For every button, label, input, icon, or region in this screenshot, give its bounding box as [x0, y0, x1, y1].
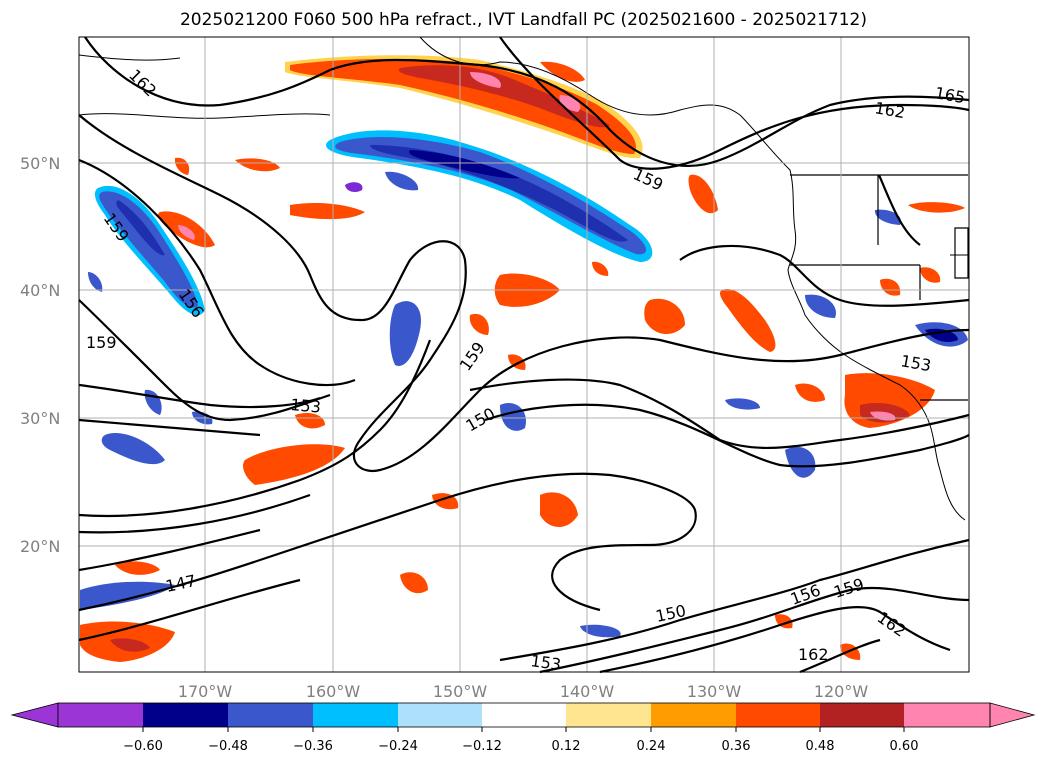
- colorbar-tick-label: 0.36: [722, 739, 751, 754]
- lat-label: 40°N: [20, 281, 60, 300]
- colorbar-segment: [228, 703, 313, 727]
- lat-label: 20°N: [20, 537, 60, 556]
- latitude-labels: 50°N 40°N 30°N 20°N: [20, 154, 60, 556]
- contour-label: 162: [798, 645, 829, 664]
- map-panel: 162 162 165 159 159 156 159 159 153 150 …: [78, 36, 970, 674]
- contour-label: 153: [290, 395, 322, 417]
- colorbar-segment: [651, 703, 736, 727]
- negative-fill-west-band: [94, 185, 205, 316]
- lon-label: 150°W: [433, 682, 488, 701]
- map-background: [79, 37, 969, 672]
- colorbar-ticks: [142, 727, 905, 732]
- contour-label: 153: [529, 651, 562, 674]
- lon-label: 170°W: [178, 682, 233, 701]
- colorbar-tick-label: 0.12: [552, 739, 581, 754]
- coastlines: [78, 36, 968, 521]
- colorbar-segment: [398, 703, 482, 727]
- colorbar-segment: [313, 703, 398, 727]
- colorbar-min-extend: [10, 702, 59, 728]
- lon-label: 160°W: [306, 682, 361, 701]
- height-contours: [78, 36, 970, 674]
- colorbar: −0.60 −0.48 −0.36 −0.24 −0.12 0.12 0.24 …: [10, 702, 1036, 754]
- contour-label: 159: [86, 333, 117, 352]
- colorbar-tick-label: 0.48: [806, 739, 835, 754]
- longitude-labels: 170°W 160°W 150°W 140°W 130°W 120°W: [178, 682, 869, 701]
- colorbar-tick-label: −0.36: [293, 739, 333, 754]
- colorbar-segment: [58, 703, 143, 727]
- colorbar-segment: [736, 703, 820, 727]
- colorbar-tick-label: −0.24: [378, 739, 418, 754]
- colorbar-tick-label: 0.60: [890, 739, 919, 754]
- lon-label: 120°W: [814, 682, 869, 701]
- colorbar-tick-label: −0.12: [462, 739, 502, 754]
- map-frame: [78, 36, 970, 673]
- positive-fill-north-band: [285, 55, 643, 159]
- colorbar-segment: [143, 703, 228, 727]
- lon-label: 140°W: [560, 682, 615, 701]
- positive-fill-patches: [80, 157, 965, 662]
- lat-label: 30°N: [20, 409, 60, 428]
- anomaly-fills: [80, 55, 968, 662]
- colorbar-max-extend: [904, 703, 1034, 727]
- colorbar-segment: [566, 703, 651, 727]
- lon-label: 130°W: [687, 682, 742, 701]
- colorbar-segment: [820, 703, 904, 727]
- map-title: 2025021200 F060 500 hPa refract., IVT La…: [179, 10, 867, 30]
- lat-label: 50°N: [20, 154, 60, 173]
- colorbar-tick-label: −0.60: [123, 739, 163, 754]
- colorbar-segment: [482, 703, 566, 727]
- colorbar-tick-label: 0.24: [637, 739, 666, 754]
- colorbar-tick-label: −0.48: [208, 739, 248, 754]
